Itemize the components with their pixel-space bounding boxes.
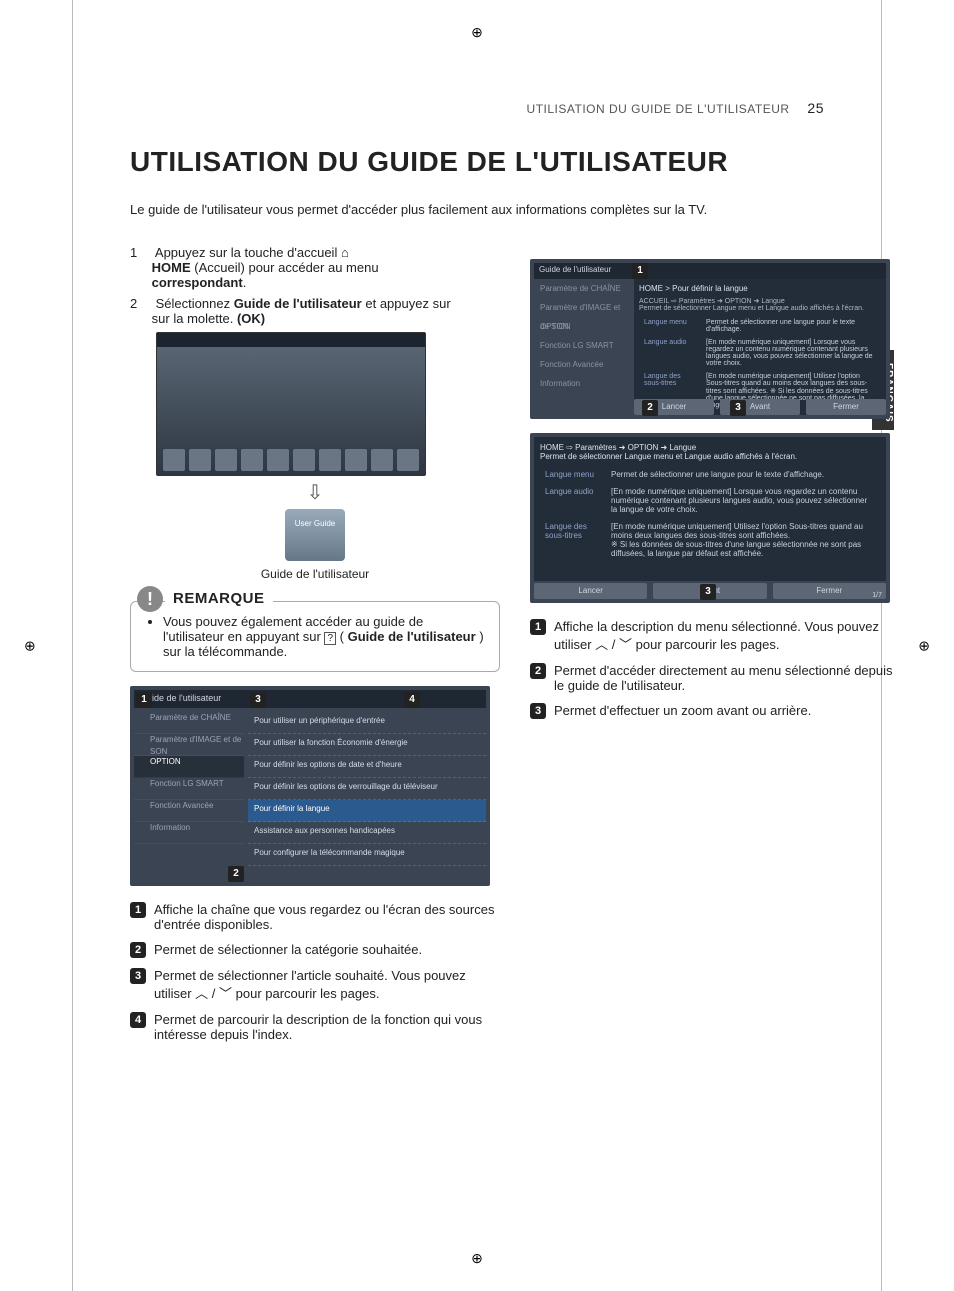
guide-menu-screenshot: Guide de l'utilisateur Paramètre de CHAÎ… xyxy=(130,686,490,886)
callout-badge: 3 xyxy=(250,692,266,708)
sidebar-item: Paramètre de CHAÎNE xyxy=(534,279,630,298)
setting-name: Langue menu xyxy=(542,467,606,482)
menu-row: Pour définir la langue xyxy=(248,800,486,822)
screenshot-button: Lancer xyxy=(534,583,647,599)
page-indicator: 1/7 xyxy=(872,592,882,599)
setting-name: Langue menu xyxy=(641,317,701,335)
step-text: Guide de l'utilisateur xyxy=(234,296,362,311)
page-title: UTILISATION DU GUIDE DE L'UTILISATEUR xyxy=(130,146,894,178)
note-box: ! REMARQUE Vous pouvez également accéder… xyxy=(130,601,500,672)
callout-number: 4 xyxy=(130,1012,146,1028)
setting-name: Langue audio xyxy=(641,337,701,369)
breadcrumb: HOME > Pour définir la langue xyxy=(639,284,881,293)
callout-text: Permet de sélectionner l'article souhait… xyxy=(154,968,500,1002)
sidebar-item: Fonction LG SMART xyxy=(134,778,244,800)
setting-desc: Permet de sélectionner une langue pour l… xyxy=(703,317,879,335)
setting-desc: Permet de sélectionner une langue pour l… xyxy=(608,467,878,482)
breadcrumb-sub: ACCUEIL ⇨ Paramètres ➜ OPTION ➜ Langue P… xyxy=(639,297,881,312)
sidebar-item: Paramètre d'IMAGE et de SON xyxy=(134,734,244,756)
menu-row: Assistance aux personnes handicapées xyxy=(248,822,486,844)
callout-text: Permet de parcourir la description de la… xyxy=(154,1012,500,1042)
sidebar-item: Information xyxy=(134,822,244,844)
info-icon: ? xyxy=(324,632,336,645)
step-list: 1 Appuyez sur la touche d'accueil ⌂ HOME… xyxy=(130,245,500,326)
step-text: et appuyez sur xyxy=(365,296,450,311)
note-heading: REMARQUE xyxy=(165,590,273,607)
sidebar-item: OPTION xyxy=(534,317,630,336)
callout-text: Permet d'effectuer un zoom avant ou arri… xyxy=(554,703,900,719)
step-text: (OK) xyxy=(237,311,265,326)
registration-mark-icon: ⊕ xyxy=(24,637,36,654)
callout-badge: 3 xyxy=(700,584,716,600)
setting-desc: [En mode numérique uniquement] Lorsque v… xyxy=(608,484,878,517)
registration-mark-icon: ⊕ xyxy=(471,1250,483,1267)
header-section: UTILISATION DU GUIDE DE L'UTILISATEUR xyxy=(527,102,790,116)
note-text: Guide de l'utilisateur xyxy=(348,629,476,644)
callout-badge: 2 xyxy=(228,866,244,882)
screenshot-titlebar: Guide de l'utilisateur xyxy=(134,690,486,708)
sidebar-item: OPTION xyxy=(134,756,244,778)
user-guide-tile: User Guide xyxy=(285,509,345,561)
callout-text: Affiche la description du menu sélection… xyxy=(554,619,900,653)
screenshot-titlebar: Guide de l'utilisateur xyxy=(534,263,886,279)
step-text: correspondant xyxy=(152,275,243,290)
callout-text: Permet d'accéder directement au menu sél… xyxy=(554,663,900,693)
callout-number: 1 xyxy=(530,619,546,635)
callout-legend: 1 Affiche la chaîne que vous regardez ou … xyxy=(130,902,500,1042)
callout-legend: 1 Affiche la description du menu sélectio… xyxy=(530,619,900,719)
callout-text: Permet de sélectionner la catégorie souh… xyxy=(154,942,500,958)
setting-desc: [En mode numérique uniquement] Lorsque v… xyxy=(703,337,879,369)
sidebar-item: Paramètre de CHAÎNE xyxy=(134,712,244,734)
menu-row: Pour configurer la télécommande magique xyxy=(248,844,486,866)
step-number: 1 xyxy=(130,245,152,260)
step-text: Sélectionnez xyxy=(156,296,234,311)
sidebar-item: Fonction Avancée xyxy=(534,355,630,374)
home-icon: ⌂ xyxy=(341,245,349,260)
note-text: ( xyxy=(340,629,344,644)
callout-number: 3 xyxy=(130,968,146,984)
callout-text: Affiche la chaîne que vous regardez ou l… xyxy=(154,902,500,932)
step-text: sur la molette. xyxy=(152,311,234,326)
step-text: (Accueil) pour accéder au menu xyxy=(194,260,378,275)
note-icon: ! xyxy=(137,586,163,612)
sidebar-item: Paramètre d'IMAGE et de SON xyxy=(534,298,630,317)
menu-row: Pour utiliser la fonction Économie d'éne… xyxy=(248,734,486,756)
setting-name: Langue audio xyxy=(542,484,606,517)
sidebar-item: Fonction LG SMART xyxy=(534,336,630,355)
user-guide-tile-label: Guide de l'utilisateur xyxy=(130,567,500,581)
sidebar-item: Information xyxy=(534,374,630,393)
step-text: Appuyez sur la touche d'accueil xyxy=(155,245,341,260)
callout-badge: 1 xyxy=(136,692,152,708)
page-number: 25 xyxy=(807,100,824,116)
registration-mark-icon: ⊕ xyxy=(471,24,483,41)
registration-mark-icon: ⊕ xyxy=(918,637,930,654)
menu-row: Pour utiliser un périphérique d'entrée xyxy=(248,712,486,734)
guide-detail-screenshot: Guide de l'utilisateur Paramètre de CHAÎ… xyxy=(530,259,890,419)
setting-name: Langue des sous-titres xyxy=(542,519,606,561)
screenshot-button: Fermer xyxy=(773,583,886,599)
step-text: HOME xyxy=(152,260,191,275)
callout-number: 2 xyxy=(530,663,546,679)
callout-badge: 4 xyxy=(404,692,420,708)
callout-number: 1 xyxy=(130,902,146,918)
step-number: 2 xyxy=(130,296,152,311)
guide-zoom-screenshot: HOME ⇨ Paramètres ➜ OPTION ➜ Langue Perm… xyxy=(530,433,890,603)
callout-number: 2 xyxy=(130,942,146,958)
menu-row: Pour définir les options de date et d'he… xyxy=(248,756,486,778)
arrow-down-icon: ⇩ xyxy=(130,480,500,505)
breadcrumb: HOME ⇨ Paramètres ➜ OPTION ➜ Langue Perm… xyxy=(540,443,880,461)
callout-badge: 2 xyxy=(642,400,658,416)
screenshot-button: Fermer xyxy=(806,399,886,415)
sidebar-item: Fonction Avancée xyxy=(134,800,244,822)
running-header: UTILISATION DU GUIDE DE L'UTILISATEUR 25 xyxy=(60,100,824,116)
menu-row: Pour définir les options de verrouillage… xyxy=(248,778,486,800)
callout-badge: 3 xyxy=(730,400,746,416)
callout-number: 3 xyxy=(530,703,546,719)
intro-paragraph: Le guide de l'utilisateur vous permet d'… xyxy=(130,202,890,217)
setting-desc: [En mode numérique uniquement] Utilisez … xyxy=(608,519,878,561)
callout-badge: 1 xyxy=(632,263,648,279)
smart-tv-home-illustration xyxy=(156,332,426,476)
